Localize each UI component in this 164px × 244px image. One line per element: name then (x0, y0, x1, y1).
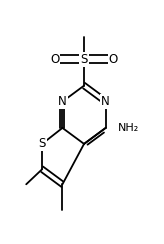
Text: N: N (101, 95, 110, 108)
Text: O: O (109, 53, 118, 66)
Text: O: O (50, 53, 59, 66)
Text: S: S (38, 137, 46, 150)
Text: S: S (80, 53, 88, 66)
Text: NH₂: NH₂ (118, 123, 140, 133)
Text: N: N (58, 95, 67, 108)
